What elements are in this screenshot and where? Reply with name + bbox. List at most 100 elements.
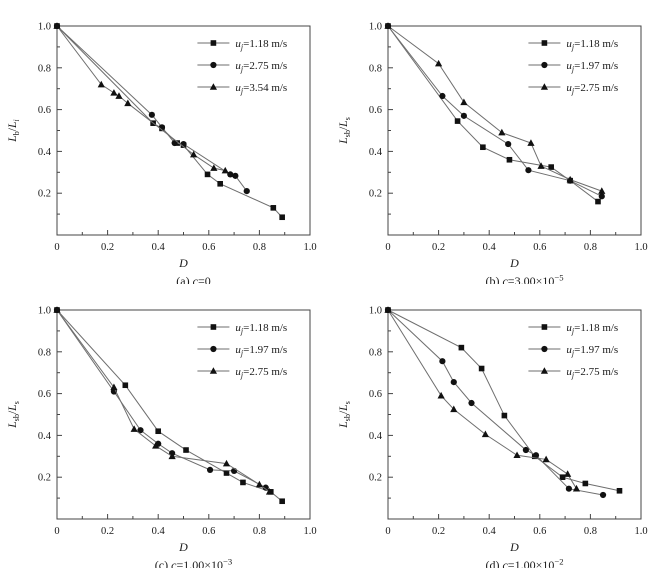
x-axis-label: D xyxy=(178,540,188,554)
x-axis-label: D xyxy=(178,256,188,270)
data-point-square xyxy=(501,412,508,419)
data-point-square xyxy=(595,198,601,205)
y-tick-label: 0.8 xyxy=(369,347,382,358)
data-point-circle xyxy=(505,140,512,148)
data-point-triangle xyxy=(384,306,392,313)
series-square xyxy=(54,23,285,221)
legend-label: uj=2.75 m/s xyxy=(566,366,618,380)
x-tick-label: 1.0 xyxy=(303,526,316,537)
legend-marker-square xyxy=(541,40,548,46)
data-point-square xyxy=(559,474,566,480)
data-point-triangle xyxy=(110,383,118,391)
data-point-triangle xyxy=(210,164,218,171)
data-point-square xyxy=(454,118,461,124)
data-point-square xyxy=(582,480,589,487)
y-tick-label: 0.6 xyxy=(369,389,382,400)
legend-label: uj=1.97 m/s xyxy=(566,60,618,74)
y-tick-label: 1.0 xyxy=(38,306,51,317)
y-tick-label: 0.6 xyxy=(38,389,51,400)
legend: uj=1.18 m/s uj=2.75 m/s uj=3.54 m/s xyxy=(197,38,287,96)
legend-label: uj=1.18 m/s xyxy=(235,38,287,52)
data-point-square xyxy=(217,180,223,187)
data-point-triangle xyxy=(527,139,535,146)
axes: 0 0.2 0.4 0.6 0.8 1.0 0.2 0.4 0.6 0.8 1.0 xyxy=(369,22,648,254)
data-point-square xyxy=(506,156,513,163)
legend-label: uj=1.97 m/s xyxy=(566,344,618,358)
series-line xyxy=(387,309,620,492)
x-tick-label: 0.6 xyxy=(533,242,546,253)
legend-marker-square xyxy=(210,324,217,330)
x-tick-label: 0.2 xyxy=(101,242,114,253)
legend-marker-triangle xyxy=(209,367,218,374)
data-point-circle xyxy=(598,193,605,200)
y-tick-label: 1.0 xyxy=(369,306,382,317)
data-point-triangle xyxy=(572,484,581,492)
data-point-circle xyxy=(525,167,532,174)
legend-marker-circle xyxy=(210,345,217,353)
data-point-circle xyxy=(522,446,529,454)
y-tick-label: 0.4 xyxy=(369,147,383,158)
legend-marker-circle xyxy=(541,345,548,353)
y-tick-label: 0.6 xyxy=(369,105,382,116)
legend: uj=1.18 m/s uj=1.97 m/s uj=2.75 m/s xyxy=(528,322,618,380)
y-tick-label: 0.8 xyxy=(38,63,51,74)
data-point-circle xyxy=(227,171,234,178)
data-point-circle xyxy=(460,112,467,119)
x-tick-label: 0.4 xyxy=(152,242,166,253)
data-point-triangle xyxy=(498,128,506,136)
x-tick-label: 0.2 xyxy=(432,242,445,253)
x-tick-label: 0.6 xyxy=(202,526,215,537)
x-axis-label: D xyxy=(509,540,519,554)
x-tick-label: 0.6 xyxy=(202,242,215,253)
x-tick-label: 0.8 xyxy=(253,242,266,253)
data-point-circle xyxy=(468,399,475,407)
series-square xyxy=(54,307,285,505)
x-tick-label: 0.2 xyxy=(432,526,445,537)
data-point-triangle xyxy=(222,459,231,467)
data-point-square xyxy=(478,365,485,372)
y-tick-label: 0.2 xyxy=(38,473,51,484)
y-tick-label: 0.4 xyxy=(369,431,383,442)
data-point-triangle xyxy=(152,442,160,449)
axes: 0 0.2 0.4 0.6 0.8 1.0 0.2 0.4 0.6 0.8 1.0 xyxy=(38,306,317,538)
series-line xyxy=(387,25,602,192)
legend-label: uj=1.18 m/s xyxy=(235,322,287,336)
y-tick-label: 0.4 xyxy=(38,431,52,442)
x-tick-label: 0.8 xyxy=(584,526,597,537)
legend-label: uj=1.18 m/s xyxy=(566,322,618,336)
data-point-triangle xyxy=(537,162,545,169)
data-point-square xyxy=(155,428,161,435)
data-point-triangle xyxy=(265,488,274,495)
data-point-square xyxy=(279,498,285,505)
y-tick-label: 1.0 xyxy=(38,22,51,33)
x-tick-label: 0 xyxy=(385,526,390,537)
series-triangle xyxy=(384,306,581,492)
data-point-triangle xyxy=(598,187,606,194)
data-point-triangle xyxy=(190,150,198,158)
data-point-triangle xyxy=(124,99,132,107)
x-tick-label: 0.8 xyxy=(253,526,266,537)
subplot-b: 0 0.2 0.4 0.6 0.8 1.0 0.2 0.4 0.6 0.8 1.0 D Lsb/Ls (b… xyxy=(338,22,648,285)
data-point-circle xyxy=(243,188,250,195)
data-point-square xyxy=(240,479,246,486)
legend-marker-square xyxy=(210,40,217,46)
data-point-square xyxy=(204,171,211,178)
data-point-circle xyxy=(439,92,446,100)
data-point-triangle xyxy=(110,89,118,96)
data-point-square xyxy=(480,144,486,151)
y-tick-label: 0.6 xyxy=(38,105,51,116)
subplot-caption: (c) c=1.00×10−3 xyxy=(155,556,232,568)
data-point-triangle xyxy=(255,480,263,488)
x-tick-label: 0.6 xyxy=(533,526,546,537)
x-tick-label: 0.8 xyxy=(584,242,597,253)
y-tick-label: 0.8 xyxy=(38,347,51,358)
legend-label: uj=2.75 m/s xyxy=(235,366,287,380)
legend-marker-circle xyxy=(210,61,217,69)
data-point-square xyxy=(279,214,285,221)
data-point-square xyxy=(548,164,554,170)
y-axis-label: Lsb/Ls xyxy=(338,401,352,429)
y-tick-label: 1.0 xyxy=(369,22,382,33)
data-point-triangle xyxy=(53,306,61,313)
series-triangle xyxy=(53,306,274,495)
series-line xyxy=(387,309,604,496)
